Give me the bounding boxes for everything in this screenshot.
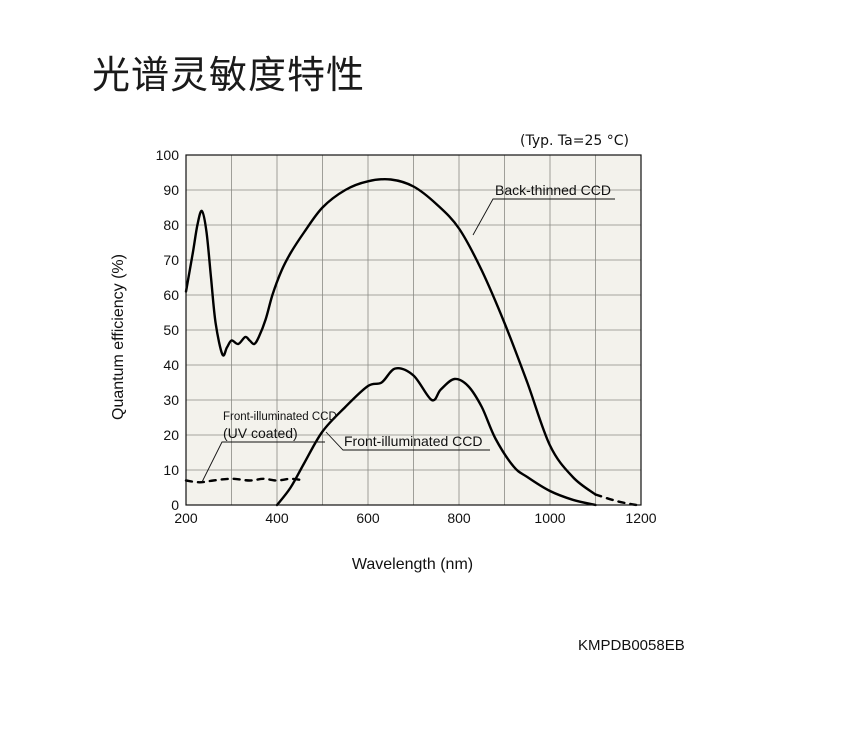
x-tick-label: 800 [447, 510, 471, 526]
series-line-1 [594, 493, 638, 507]
y-tick-label: 60 [163, 287, 179, 303]
x-tick-label: 1200 [625, 510, 656, 526]
x-tick-label: 600 [356, 510, 380, 526]
y-tick-label: 80 [163, 217, 179, 233]
annotation-back-thinned: Back-thinned CCD [495, 182, 611, 198]
annotation-uv-coated-line2: (UV coated) [223, 425, 298, 441]
page-title: 光谱灵敏度特性 [92, 53, 366, 97]
y-tick-label: 50 [163, 322, 179, 338]
tick-labels: 200 400 600 800 1000 1200 0 10 20 30 40 50 60 70 80 90 1… [156, 147, 657, 526]
x-axis-title: Wavelength (nm) [352, 556, 473, 573]
series-line-3 [184, 477, 306, 484]
x-tick-label: 400 [265, 510, 289, 526]
y-tick-label: 20 [163, 427, 179, 443]
y-tick-label: 40 [163, 357, 179, 373]
plot-frame [185, 154, 642, 506]
y-tick-label: 10 [163, 462, 179, 478]
leader-front-illuminated [325, 431, 490, 451]
measurement-condition: (Typ. Ta=25 °C) [520, 133, 629, 149]
x-tick-label: 200 [174, 510, 198, 526]
series-line-2 [275, 367, 597, 507]
series-line-0 [184, 177, 597, 496]
y-axis-title: Quantum efficiency (%) [110, 254, 127, 420]
leader-uv-coated [201, 441, 325, 483]
y-tick-label: 100 [156, 147, 180, 163]
annotations: Back-thinned CCD Front-illuminated CCD Fro… [201, 182, 615, 483]
leader-back-thinned [472, 198, 615, 236]
y-tick-label: 90 [163, 182, 179, 198]
document-code: KMPDB0058EB [578, 637, 685, 654]
x-tick-label: 1000 [534, 510, 565, 526]
annotation-uv-coated-line1: Front-illuminated CCD [223, 411, 337, 423]
y-tick-label: 70 [163, 252, 179, 268]
annotation-front-illuminated: Front-illuminated CCD [344, 433, 482, 449]
series-lines [184, 177, 638, 507]
y-tick-label: 0 [171, 497, 179, 513]
y-tick-label: 30 [163, 392, 179, 408]
